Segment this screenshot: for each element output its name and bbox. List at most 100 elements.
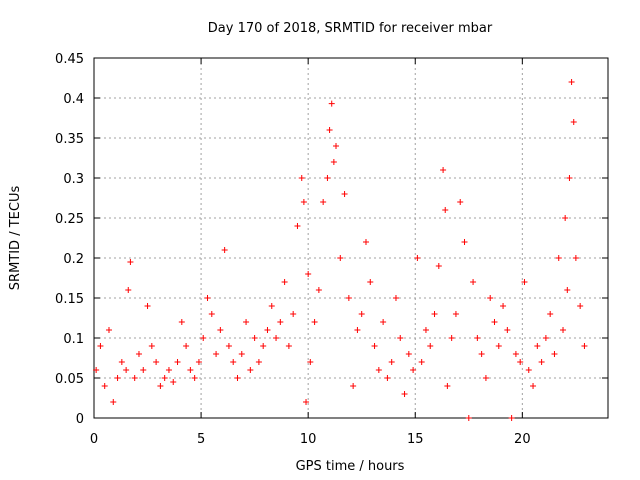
- data-point: [538, 359, 545, 365]
- data-point: [144, 303, 151, 309]
- y-tick-label: 0.2: [63, 252, 84, 267]
- data-point: [328, 100, 335, 107]
- data-point: [442, 207, 449, 213]
- data-point: [384, 375, 391, 381]
- data-point: [200, 335, 207, 341]
- data-point: [217, 327, 224, 333]
- data-point: [337, 255, 344, 261]
- data-point: [444, 383, 451, 389]
- y-tick-label: 0.45: [55, 52, 84, 67]
- data-point: [330, 159, 337, 165]
- data-point: [127, 259, 134, 265]
- data-point: [290, 311, 297, 317]
- data-point: [577, 303, 584, 309]
- data-point: [298, 175, 305, 181]
- data-point: [311, 319, 318, 325]
- x-tick-label: 0: [90, 432, 98, 447]
- data-point: [341, 191, 348, 197]
- chart-title: Day 170 of 2018, SRMTID for receiver mba…: [208, 21, 493, 36]
- data-point: [448, 335, 455, 341]
- x-tick-label: 15: [407, 432, 424, 447]
- y-tick-label: 0.4: [63, 92, 84, 107]
- data-point: [307, 359, 314, 365]
- data-point: [388, 359, 395, 365]
- data-point: [534, 343, 541, 349]
- data-point: [303, 399, 310, 405]
- data-point: [247, 367, 254, 373]
- data-point: [564, 287, 571, 293]
- data-point: [281, 279, 288, 285]
- data-point: [255, 359, 262, 365]
- data-point: [277, 319, 284, 325]
- data-point: [234, 375, 241, 381]
- data-point: [431, 311, 438, 317]
- y-tick-label: 0.15: [55, 292, 84, 307]
- data-point: [260, 343, 267, 349]
- data-point: [401, 391, 408, 397]
- data-point: [572, 255, 579, 261]
- data-point: [273, 335, 280, 341]
- data-point: [371, 343, 378, 349]
- data-point: [418, 359, 425, 365]
- data-point: [170, 379, 177, 385]
- data-point: [542, 335, 549, 341]
- data-point: [427, 343, 434, 349]
- data-point: [221, 247, 228, 253]
- data-point: [305, 271, 312, 277]
- data-point: [174, 359, 181, 365]
- data-point: [358, 311, 365, 317]
- data-point: [101, 383, 108, 389]
- data-point: [135, 351, 142, 357]
- data-point: [208, 311, 215, 317]
- data-point: [195, 359, 202, 365]
- data-point: [204, 295, 211, 301]
- data-point: [380, 319, 387, 325]
- data-point: [530, 383, 537, 389]
- data-point: [110, 399, 117, 405]
- data-point: [157, 383, 164, 389]
- data-point: [324, 175, 331, 181]
- data-point: [504, 327, 511, 333]
- data-point: [251, 335, 258, 341]
- data-point: [294, 223, 301, 229]
- data-point: [474, 335, 481, 341]
- data-point: [422, 327, 429, 333]
- grid-lines: [94, 58, 608, 418]
- data-point: [508, 415, 515, 421]
- data-point: [131, 375, 138, 381]
- data-point: [375, 367, 382, 373]
- data-point: [405, 351, 412, 357]
- data-point: [560, 327, 567, 333]
- data-point: [238, 351, 245, 357]
- x-tick-label: 10: [300, 432, 317, 447]
- data-point: [114, 375, 121, 381]
- data-point: [551, 351, 558, 357]
- data-point: [397, 335, 404, 341]
- axis-ticks: 0 0.05 0.1 0.15 0.2 0.25 0.3 0.35 0.4 0.45 0 5 10 15 2…: [55, 52, 608, 447]
- data-point: [300, 199, 307, 205]
- data-point: [268, 303, 275, 309]
- data-point: [478, 351, 485, 357]
- data-point: [581, 343, 588, 349]
- y-tick-label: 0.35: [55, 132, 84, 147]
- data-point: [568, 79, 575, 85]
- data-point: [465, 415, 472, 421]
- y-tick-label: 0.1: [63, 332, 84, 347]
- data-point: [500, 303, 507, 309]
- data-point: [123, 367, 130, 373]
- data-point: [414, 255, 421, 261]
- data-point: [333, 143, 340, 149]
- data-point: [452, 311, 459, 317]
- data-point: [105, 327, 112, 333]
- x-axis-label: GPS time / hours: [296, 459, 405, 474]
- data-point: [187, 367, 194, 373]
- data-point: [165, 367, 172, 373]
- data-point: [183, 343, 190, 349]
- data-point: [435, 263, 442, 269]
- data-point: [93, 367, 100, 373]
- data-point: [512, 351, 519, 357]
- data-point: [440, 167, 447, 173]
- data-point: [230, 359, 237, 365]
- data-point: [326, 127, 333, 133]
- data-point: [345, 295, 352, 301]
